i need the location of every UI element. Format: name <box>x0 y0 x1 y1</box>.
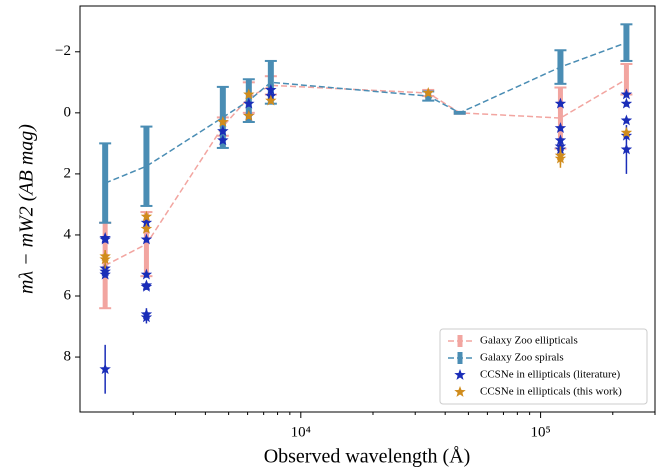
star-point <box>265 94 277 106</box>
x-tick-label: 10⁵ <box>530 424 550 440</box>
star-point <box>140 216 153 228</box>
star-point <box>99 253 111 265</box>
star-point <box>243 97 255 109</box>
y-tick-label: 0 <box>64 104 72 120</box>
y-axis-label: mλ − mW2 (AB mag) <box>16 124 38 294</box>
legend-star <box>454 386 466 397</box>
legend-box <box>439 328 648 405</box>
star-point <box>140 233 153 245</box>
legend: Galaxy Zoo ellipticals Galaxy Zoo spirals… <box>439 328 648 405</box>
star-point <box>554 122 567 133</box>
star-point <box>620 143 633 155</box>
y-tick-label: 2 <box>64 165 72 181</box>
y-tick-label: 8 <box>64 348 72 364</box>
star-point <box>243 88 255 100</box>
legend-label: CCSNe in ellipticals (literature) <box>480 369 621 381</box>
star-point <box>140 222 153 234</box>
x-tick-label: 10⁴ <box>291 424 311 440</box>
x-axis-label: Observed wavelength (Å) <box>264 446 471 468</box>
star-point <box>217 134 229 146</box>
legend-star <box>454 369 466 380</box>
star-point <box>217 125 229 137</box>
star-point <box>620 88 633 100</box>
y-tick-label: 6 <box>64 287 72 303</box>
star-point <box>140 268 153 280</box>
star-point <box>99 363 111 375</box>
star-point <box>422 87 434 98</box>
plot-frame <box>79 5 656 413</box>
series-line <box>104 41 627 184</box>
star-point <box>243 109 255 121</box>
legend-label: Galaxy Zoo spirals <box>480 352 564 364</box>
series-line <box>104 78 627 267</box>
star-point <box>140 280 153 292</box>
star-point <box>140 210 153 222</box>
legend-label: CCSNe in ellipticals (this work) <box>480 386 622 398</box>
star-point <box>99 233 111 245</box>
star-point <box>554 134 567 146</box>
star-point <box>554 152 567 164</box>
y-tick-label: 4 <box>64 226 72 242</box>
y-tick-label: −2 <box>55 43 71 59</box>
star-point <box>620 126 633 138</box>
star-point <box>620 97 633 109</box>
star-point <box>99 268 111 280</box>
star-point <box>140 311 153 323</box>
legend-label: Galaxy Zoo ellipticals <box>480 335 578 347</box>
star-point <box>554 97 567 109</box>
star-point <box>265 83 277 95</box>
star-point <box>217 116 229 127</box>
star-point <box>620 114 633 126</box>
